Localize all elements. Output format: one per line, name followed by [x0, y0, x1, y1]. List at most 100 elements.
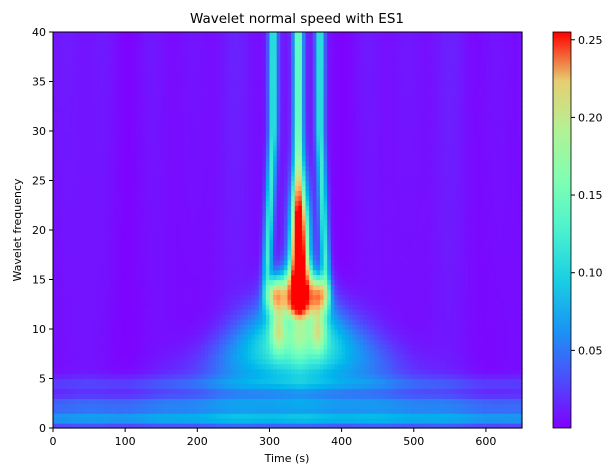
- heatmap-cell: [327, 388, 332, 394]
- heatmap-cell: [312, 403, 317, 409]
- heatmap-cell: [161, 264, 166, 271]
- heatmap-cell: [301, 333, 307, 340]
- heatmap-cell: [439, 373, 444, 380]
- heatmap-cell: [359, 343, 364, 350]
- heatmap-cell: [413, 284, 418, 290]
- heatmap-cell: [301, 373, 307, 380]
- heatmap-cell: [222, 304, 227, 310]
- heatmap-cell: [503, 343, 509, 350]
- heatmap-cell: [345, 244, 350, 251]
- heatmap-cell: [507, 338, 512, 345]
- heatmap-cell: [327, 393, 332, 399]
- heatmap-cell: [323, 353, 328, 360]
- heatmap-cell: [283, 304, 289, 310]
- heatmap-cell: [464, 269, 469, 276]
- heatmap-cell: [78, 314, 83, 320]
- heatmap-cell: [316, 299, 321, 305]
- heatmap-cell: [388, 309, 393, 315]
- heatmap-cell: [457, 408, 462, 414]
- heatmap-cell: [63, 403, 69, 409]
- heatmap-cell: [309, 269, 314, 276]
- heatmap-cell: [377, 294, 382, 300]
- heatmap-cell: [125, 408, 130, 414]
- heatmap-cell: [493, 244, 498, 251]
- heatmap-cell: [107, 239, 112, 246]
- heatmap-cell: [161, 423, 166, 429]
- heatmap-cell: [236, 403, 242, 409]
- heatmap-cell: [161, 338, 166, 345]
- heatmap-cell: [496, 373, 501, 380]
- heatmap-cell: [316, 388, 321, 394]
- heatmap-cell: [265, 244, 271, 251]
- heatmap-cell: [316, 294, 321, 300]
- heatmap-cell: [157, 284, 162, 290]
- heatmap-cell: [500, 338, 505, 345]
- heatmap-cell: [74, 388, 79, 394]
- heatmap-cell: [71, 324, 76, 330]
- heatmap-cell: [330, 329, 335, 335]
- heatmap-cell: [424, 264, 429, 271]
- heatmap-cell: [168, 418, 173, 424]
- heatmap-cell: [96, 324, 101, 330]
- heatmap-cell: [280, 329, 285, 335]
- heatmap-cell: [67, 333, 72, 340]
- heatmap-cell: [305, 294, 310, 300]
- heatmap-cell: [312, 249, 317, 256]
- heatmap-cell: [298, 304, 303, 310]
- heatmap-cell: [262, 408, 267, 414]
- heatmap-cell: [496, 269, 501, 276]
- heatmap-cell: [366, 259, 372, 266]
- heatmap-cell: [388, 299, 393, 305]
- heatmap-cell: [143, 338, 148, 345]
- heatmap-cell: [114, 289, 119, 295]
- heatmap-cell: [323, 388, 328, 394]
- heatmap-cell: [475, 393, 480, 399]
- heatmap-cell: [280, 314, 285, 320]
- heatmap-cell: [74, 398, 79, 404]
- heatmap-cell: [442, 333, 447, 340]
- heatmap-cell: [496, 294, 501, 300]
- heatmap-cell: [258, 249, 263, 256]
- heatmap-cell: [146, 418, 152, 424]
- heatmap-cell: [482, 398, 487, 404]
- heatmap-cell: [356, 383, 361, 389]
- heatmap-cell: [53, 309, 58, 315]
- heatmap-cell: [388, 244, 393, 251]
- heatmap-cell: [446, 274, 451, 281]
- heatmap-cell: [482, 423, 487, 429]
- heatmap-cell: [449, 279, 455, 286]
- heatmap-cell: [485, 353, 491, 360]
- heatmap-cell: [283, 363, 289, 370]
- heatmap-cell: [428, 393, 433, 399]
- heatmap-cell: [172, 264, 177, 271]
- heatmap-cell: [276, 338, 281, 345]
- heatmap-cell: [319, 289, 325, 295]
- heatmap-cell: [175, 423, 180, 429]
- heatmap-cell: [150, 373, 155, 380]
- heatmap-cell: [478, 239, 483, 246]
- heatmap-cell: [330, 299, 335, 305]
- heatmap-cell: [312, 398, 317, 404]
- heatmap-cell: [121, 239, 126, 246]
- heatmap-cell: [395, 304, 400, 310]
- heatmap-cell: [247, 378, 253, 385]
- heatmap-cell: [424, 279, 429, 286]
- heatmap-cell: [424, 363, 429, 370]
- heatmap-cell: [175, 284, 180, 290]
- heatmap-cell: [135, 299, 141, 305]
- heatmap-cell: [417, 408, 422, 414]
- heatmap-cell: [229, 363, 234, 370]
- heatmap-cell: [117, 304, 123, 310]
- heatmap-cell: [374, 388, 379, 394]
- heatmap-cell: [341, 383, 346, 389]
- heatmap-cell: [276, 363, 281, 370]
- heatmap-cell: [236, 368, 242, 375]
- heatmap-cell: [110, 249, 115, 256]
- heatmap-cell: [316, 368, 321, 375]
- heatmap-cell: [226, 388, 231, 394]
- heatmap-cell: [186, 358, 191, 365]
- heatmap-cell: [229, 309, 234, 315]
- heatmap-cell: [359, 284, 364, 290]
- heatmap-cell: [283, 244, 289, 251]
- heatmap-cell: [471, 398, 476, 404]
